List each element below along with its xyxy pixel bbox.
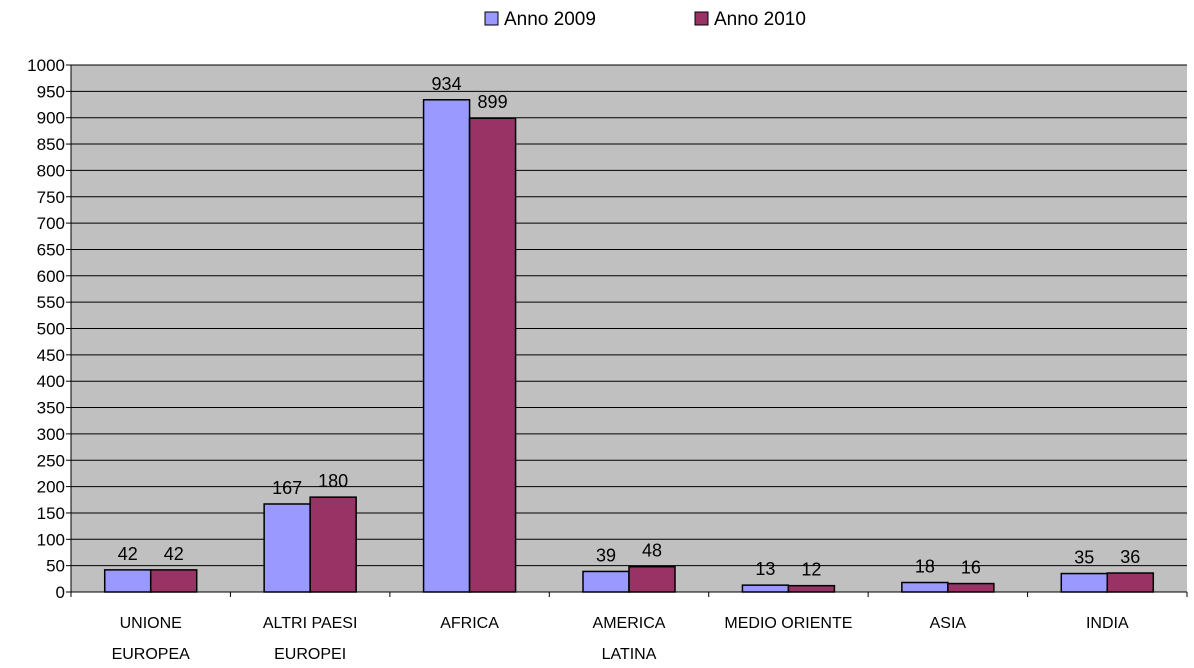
bar [309,496,357,593]
y-tick-label: 200 [37,478,65,497]
bar [103,569,152,593]
legend: Anno 2009 Anno 2010 [484,9,806,30]
data-label: 36 [1120,547,1140,567]
x-tick-label: EUROPEA [112,646,191,663]
legend-label: Anno 2009 [504,9,596,30]
legend-swatch [694,11,709,26]
y-tick-label: 50 [46,557,65,576]
y-tick-label: 800 [37,161,65,180]
y-tick-label: 300 [37,425,65,444]
data-label: 16 [961,558,981,578]
data-label: 42 [164,544,184,564]
x-tick-label: INDIA [1086,615,1129,632]
data-label: 48 [642,541,662,561]
y-tick-label: 700 [37,214,65,233]
y-tick-label: 350 [37,399,65,418]
gridlines [71,64,1187,567]
data-label: 18 [915,557,935,577]
data-label: 180 [318,471,348,491]
data-labels: 42 42 167 180 934 899 39 48 13 12 18 16 35 36 [118,74,1141,580]
bar [741,584,790,593]
legend-swatch [484,11,499,26]
data-label: 39 [596,545,616,565]
bar [1060,572,1109,593]
data-label: 167 [272,478,302,498]
bar [1106,572,1155,593]
y-tick-label: 400 [37,372,65,391]
bar [422,99,471,593]
bar [628,565,676,593]
x-tick-label: UNIONE [120,615,182,632]
y-tick-label: 850 [37,135,65,154]
data-label: 899 [478,92,508,112]
y-tick-label: 150 [37,504,65,523]
bar [468,117,517,593]
x-tick-label: LATINA [602,646,657,663]
x-tick-label: AFRICA [440,615,499,632]
x-tick-label: ALTRI PAESI [263,615,358,632]
bar [263,503,311,593]
data-label: 35 [1074,548,1094,568]
legend-label: Anno 2010 [714,9,806,30]
x-tick-label: EUROPEI [274,646,346,663]
y-tick-label: 250 [37,451,65,470]
x-tick-label: MEDIO ORIENTE [724,615,852,632]
bar [582,570,630,593]
data-label: 12 [801,560,821,580]
y-tick-label: 900 [37,109,65,128]
data-label: 934 [432,74,462,94]
y-tick-label: 750 [37,188,65,207]
bar [149,569,198,593]
x-tick-label: AMERICA [593,615,666,632]
bar [947,582,995,593]
y-tick-label: 600 [37,267,65,286]
y-tick-label: 1000 [27,56,65,75]
y-tick-label: 650 [37,240,65,259]
bar [901,581,949,593]
y-tick-label: 450 [37,346,65,365]
data-label: 42 [118,544,138,564]
x-tick-label: ASIA [930,615,967,632]
y-tick-label: 0 [56,583,65,602]
y-tick-label: 950 [37,82,65,101]
bars [103,99,1155,593]
y-axis-tick-labels: 0 50 100 150 200 250 300 350 400 450 500 550 600 650 7… [27,56,65,602]
axes [66,64,1188,597]
bar [787,584,836,593]
x-axis-tick-labels: UNIONE EUROPEA ALTRI PAESI EUROPEI AFRICA AME… [112,615,1129,663]
y-tick-label: 550 [37,293,65,312]
data-label: 13 [755,559,775,579]
y-tick-label: 500 [37,320,65,339]
y-tick-label: 100 [37,530,65,549]
